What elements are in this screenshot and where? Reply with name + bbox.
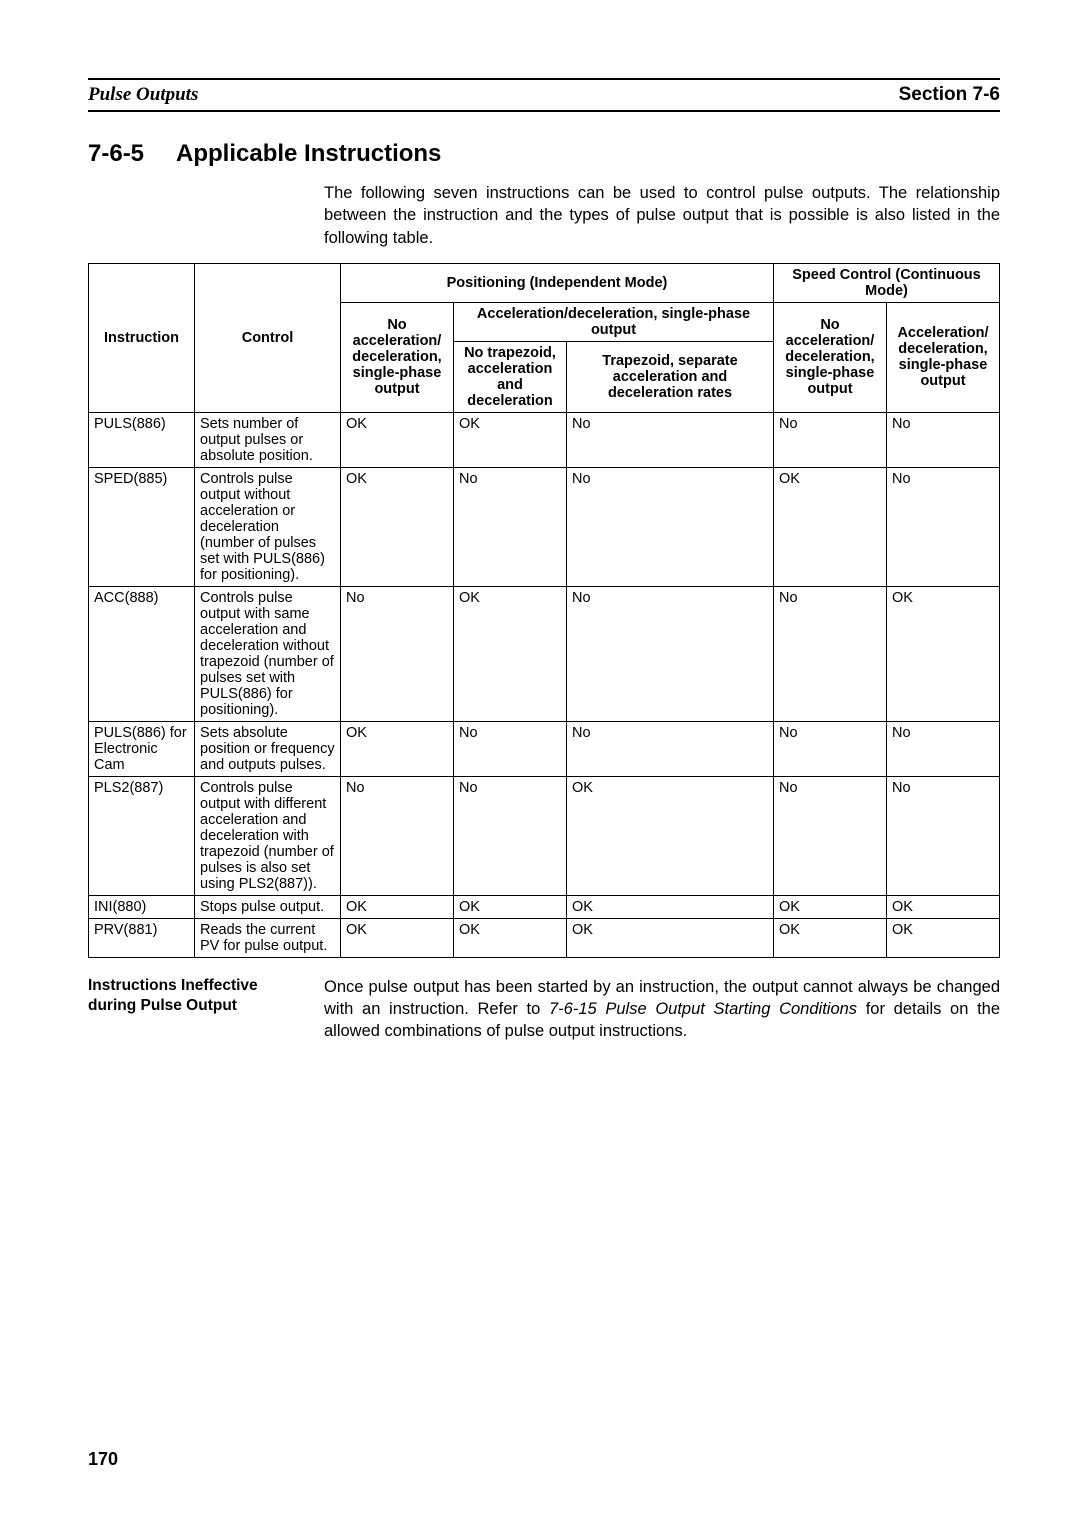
header-section-label: Section 7-6 xyxy=(899,84,1000,106)
cell-no-trapezoid: No xyxy=(454,467,567,586)
cell-speed-no-accel: OK xyxy=(774,918,887,957)
th-speed-no-accel: No acceleration/ deceleration, single-ph… xyxy=(774,302,887,412)
table-row: PULS(886)Sets number of output pulses or… xyxy=(89,412,1000,467)
cell-no-trapezoid: OK xyxy=(454,412,567,467)
note-label: Instructions Ineffective during Pulse Ou… xyxy=(88,976,304,1043)
cell-control: Sets number of output pulses or absolute… xyxy=(195,412,341,467)
cell-speed-no-accel: No xyxy=(774,721,887,776)
cell-no-trapezoid: OK xyxy=(454,918,567,957)
cell-trapezoid: No xyxy=(567,721,774,776)
note-block: Instructions Ineffective during Pulse Ou… xyxy=(88,976,1000,1043)
cell-speed-accel: No xyxy=(887,412,1000,467)
instructions-table: Instruction Control Positioning (Indepen… xyxy=(88,263,1000,958)
cell-speed-no-accel: No xyxy=(774,586,887,721)
header-left-title: Pulse Outputs xyxy=(88,84,198,106)
cell-pos-no-accel: No xyxy=(341,776,454,895)
cell-speed-accel: OK xyxy=(887,895,1000,918)
table-row: ACC(888)Controls pulse output with same … xyxy=(89,586,1000,721)
section-title-text: Applicable Instructions xyxy=(176,140,441,168)
cell-trapezoid: OK xyxy=(567,918,774,957)
page-number: 170 xyxy=(88,1449,118,1470)
table-row: PULS(886) for Electronic CamSets absolut… xyxy=(89,721,1000,776)
cell-speed-accel: OK xyxy=(887,586,1000,721)
cell-pos-no-accel: OK xyxy=(341,895,454,918)
cell-instruction: PLS2(887) xyxy=(89,776,195,895)
cell-no-trapezoid: OK xyxy=(454,895,567,918)
cell-control: Controls pulse output without accelerati… xyxy=(195,467,341,586)
th-control: Control xyxy=(195,263,341,412)
cell-pos-no-accel: OK xyxy=(341,721,454,776)
cell-speed-no-accel: OK xyxy=(774,467,887,586)
cell-trapezoid: No xyxy=(567,412,774,467)
intro-paragraph: The following seven instructions can be … xyxy=(324,182,1000,249)
cell-control: Reads the current PV for pulse output. xyxy=(195,918,341,957)
cell-speed-accel: No xyxy=(887,721,1000,776)
th-instruction: Instruction xyxy=(89,263,195,412)
th-pos-no-accel: No acceleration/ deceleration, single-ph… xyxy=(341,302,454,412)
cell-trapezoid: No xyxy=(567,467,774,586)
cell-instruction: ACC(888) xyxy=(89,586,195,721)
cell-control: Sets absolute position or frequency and … xyxy=(195,721,341,776)
table-row: INI(880)Stops pulse output.OKOKOKOKOK xyxy=(89,895,1000,918)
page: Pulse Outputs Section 7-6 7-6-5 Applicab… xyxy=(0,0,1080,1528)
th-speed-accel: Acceleration/ deceleration, single-phase… xyxy=(887,302,1000,412)
cell-trapezoid: No xyxy=(567,586,774,721)
cell-instruction: PULS(886) xyxy=(89,412,195,467)
cell-speed-accel: No xyxy=(887,467,1000,586)
th-no-trapezoid: No trapezoid, acceleration and decelerat… xyxy=(454,341,567,412)
cell-instruction: SPED(885) xyxy=(89,467,195,586)
cell-no-trapezoid: No xyxy=(454,776,567,895)
table-row: PLS2(887)Controls pulse output with diff… xyxy=(89,776,1000,895)
note-text: Once pulse output has been started by an… xyxy=(324,976,1000,1043)
cell-speed-accel: OK xyxy=(887,918,1000,957)
th-speed-control: Speed Control (Continuous Mode) xyxy=(774,263,1000,302)
table-row: PRV(881)Reads the current PV for pulse o… xyxy=(89,918,1000,957)
th-accel-decel: Acceleration/deceleration, single-phase … xyxy=(454,302,774,341)
cell-instruction: PRV(881) xyxy=(89,918,195,957)
section-heading: 7-6-5 Applicable Instructions xyxy=(88,140,1000,168)
cell-pos-no-accel: OK xyxy=(341,412,454,467)
cell-trapezoid: OK xyxy=(567,895,774,918)
cell-speed-no-accel: OK xyxy=(774,895,887,918)
cell-pos-no-accel: OK xyxy=(341,918,454,957)
cell-control: Stops pulse output. xyxy=(195,895,341,918)
th-trapezoid: Trapezoid, separate acceleration and dec… xyxy=(567,341,774,412)
cell-pos-no-accel: OK xyxy=(341,467,454,586)
cell-trapezoid: OK xyxy=(567,776,774,895)
cell-speed-no-accel: No xyxy=(774,776,887,895)
page-header: Pulse Outputs Section 7-6 xyxy=(88,84,1000,112)
cell-speed-no-accel: No xyxy=(774,412,887,467)
table-header-row-1: Instruction Control Positioning (Indepen… xyxy=(89,263,1000,302)
cell-control: Controls pulse output with different acc… xyxy=(195,776,341,895)
cell-instruction: INI(880) xyxy=(89,895,195,918)
th-positioning: Positioning (Independent Mode) xyxy=(341,263,774,302)
cell-pos-no-accel: No xyxy=(341,586,454,721)
table-body: PULS(886)Sets number of output pulses or… xyxy=(89,412,1000,957)
table-header: Instruction Control Positioning (Indepen… xyxy=(89,263,1000,412)
section-number: 7-6-5 xyxy=(88,140,144,168)
cell-instruction: PULS(886) for Electronic Cam xyxy=(89,721,195,776)
table-row: SPED(885)Controls pulse output without a… xyxy=(89,467,1000,586)
cell-speed-accel: No xyxy=(887,776,1000,895)
note-text-italic: 7-6-15 Pulse Output Starting Conditions xyxy=(549,1000,857,1018)
header-top-rule xyxy=(88,78,1000,80)
cell-no-trapezoid: No xyxy=(454,721,567,776)
cell-no-trapezoid: OK xyxy=(454,586,567,721)
cell-control: Controls pulse output with same accelera… xyxy=(195,586,341,721)
